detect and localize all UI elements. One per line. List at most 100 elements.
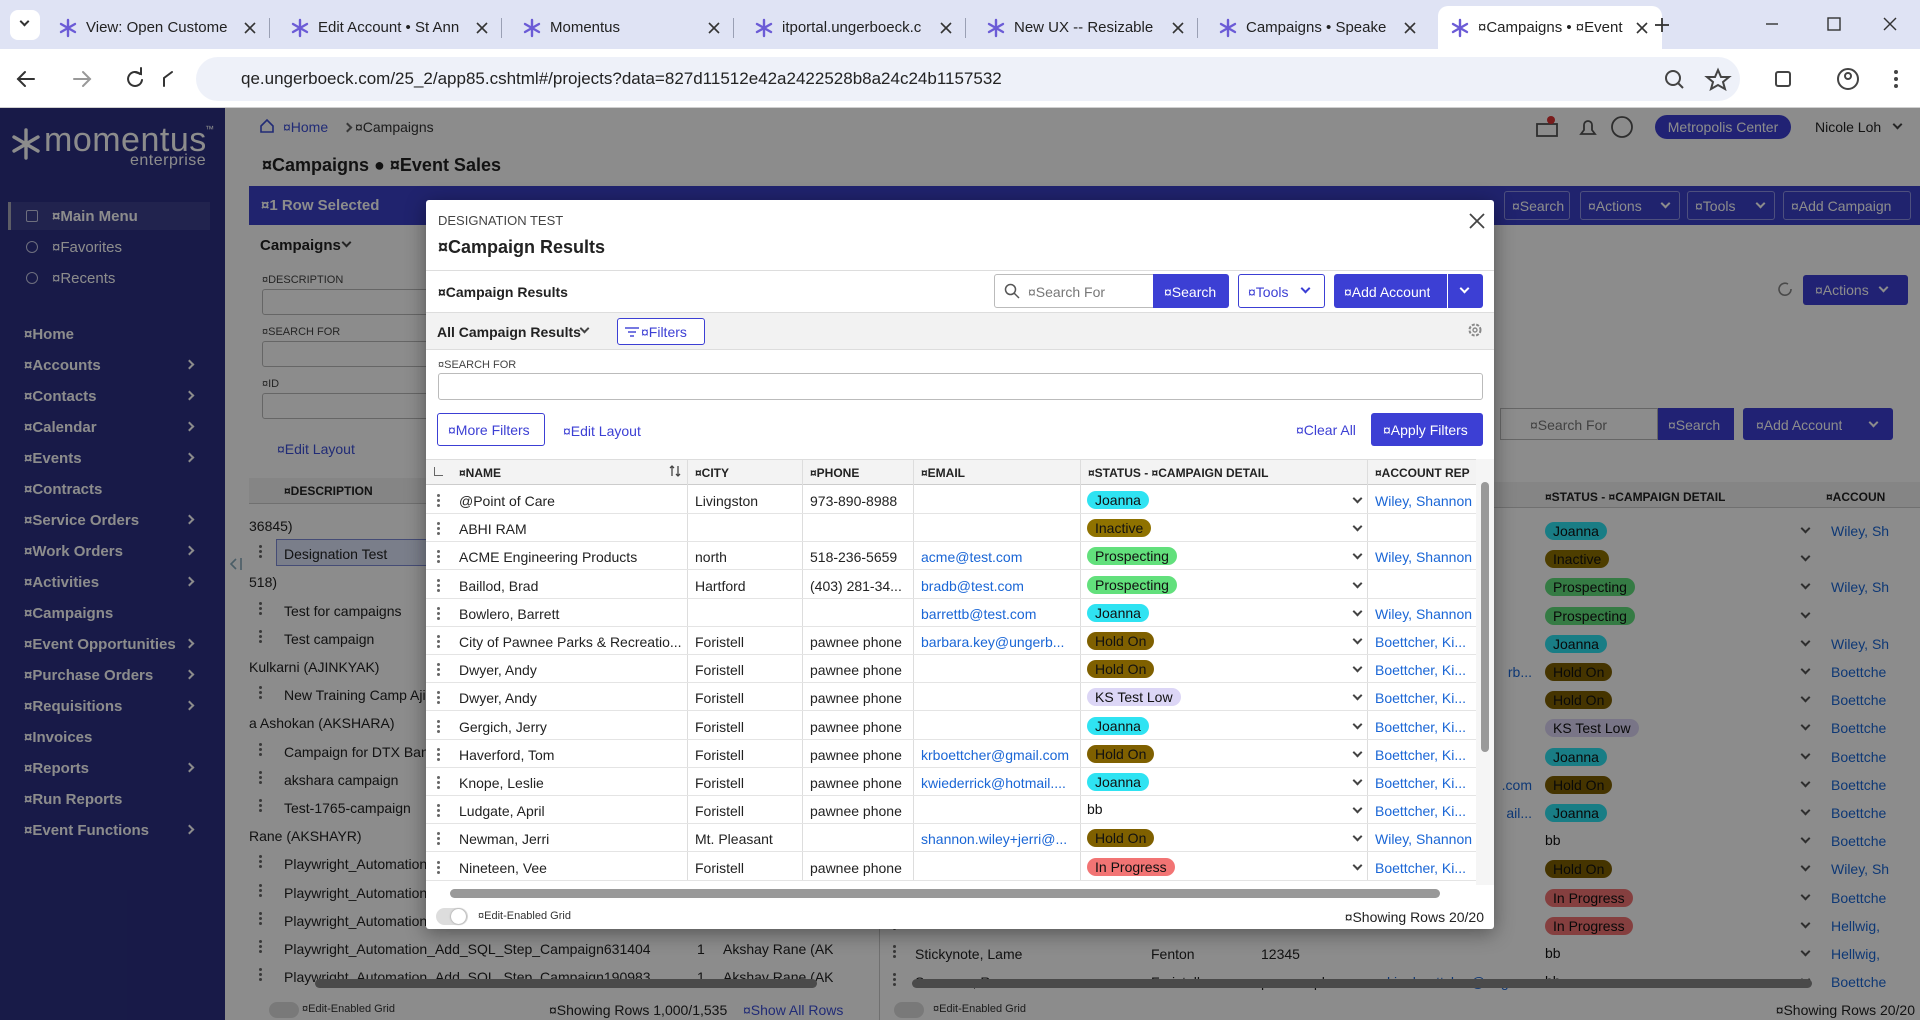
nav-item[interactable]: ¤Accounts [24, 357, 101, 374]
filter-input[interactable] [262, 393, 432, 419]
nav-item[interactable]: ¤Reports [24, 760, 90, 777]
quick-nav-item[interactable]: ¤Recents [52, 270, 116, 287]
nav-item[interactable]: ¤Contracts [24, 481, 103, 498]
right-grid-rep[interactable]: Wiley, Sh [1831, 635, 1890, 652]
quick-nav-item[interactable]: ¤Favorites [52, 239, 123, 256]
nav-item[interactable]: ¤Purchase Orders [24, 667, 154, 684]
cell-email[interactable]: kwiederrick@hotmail.... [921, 775, 1066, 791]
nav-item[interactable]: ¤Activities [24, 574, 100, 591]
right-search-button[interactable] [1658, 408, 1734, 440]
right-grid-rep[interactable]: Boettche [1831, 720, 1887, 737]
add-account-button[interactable] [1334, 274, 1447, 308]
right-search-input[interactable] [1500, 408, 1658, 440]
right-actions-button[interactable] [1803, 275, 1908, 305]
table-row[interactable] [426, 768, 1476, 796]
nav-item[interactable]: ¤Requisitions [24, 698, 123, 715]
nav-item[interactable]: ¤Campaigns [24, 605, 114, 622]
add-account-dropdown[interactable] [1448, 274, 1483, 308]
right-grid-rep[interactable]: Hellwig, [1831, 917, 1881, 934]
nav-item[interactable]: ¤Events [24, 450, 82, 467]
right-grid-rep[interactable]: Boettche [1831, 748, 1887, 765]
search-for-input[interactable] [438, 373, 1483, 400]
cell-rep[interactable]: Boettcher, Ki... [1375, 746, 1467, 763]
column-header[interactable]: ¤CITY [695, 466, 730, 480]
nav-item[interactable]: ¤Run Reports [24, 791, 123, 808]
cell-rep[interactable]: Boettcher, Ki... [1375, 718, 1467, 735]
right-grid-rep[interactable]: Boettche [1831, 776, 1887, 793]
nav-item[interactable]: ¤Home [24, 326, 75, 343]
table-row[interactable] [426, 740, 1476, 768]
cell-email[interactable]: bradb@test.com [921, 577, 1024, 594]
tab-search-button[interactable] [10, 10, 40, 40]
view-selector[interactable]: Campaigns [260, 237, 341, 254]
cell-email[interactable]: acme@test.com [921, 549, 1023, 566]
apply-filters-button[interactable] [1371, 413, 1483, 446]
browser-tab[interactable]: itportal.ungerboeck.c [742, 6, 966, 49]
browser-tab[interactable]: Momentus [510, 6, 734, 49]
table-row[interactable] [426, 599, 1476, 627]
browser-tab[interactable]: Edit Account • St Ann [278, 6, 502, 49]
cell-email[interactable]: barbara.key@ungerb... [921, 634, 1065, 650]
cell-email[interactable]: barrettb@test.com [921, 605, 1037, 622]
more-filters-button[interactable] [437, 413, 545, 446]
column-header[interactable]: ¤ACCOUNT REP [1375, 466, 1470, 480]
column-header[interactable]: ¤STATUS - ¤CAMPAIGN DETAIL [1088, 466, 1269, 480]
table-row[interactable] [426, 627, 1476, 655]
filter-input[interactable] [262, 289, 432, 315]
browser-tab[interactable]: New UX -- Resizable [974, 6, 1198, 49]
nav-item[interactable]: ¤Invoices [24, 729, 93, 746]
cell-rep[interactable]: Boettcher, Ki... [1375, 803, 1467, 820]
horizontal-scrollbar-thumb[interactable] [450, 889, 1440, 898]
table-row[interactable] [426, 514, 1476, 543]
left-footer-all[interactable]: ¤Show All Rows [743, 1002, 844, 1018]
right-grid-rep[interactable]: Wiley, Sh [1831, 523, 1890, 539]
cell-rep[interactable]: Wiley, Shannon [1375, 549, 1473, 566]
browser-tab[interactable]: ¤Campaigns • ¤Event [1438, 6, 1662, 49]
column-header[interactable]: ¤NAME [459, 466, 502, 480]
right-grid-rep[interactable]: Wiley, Sh [1831, 579, 1890, 596]
toolbar-button[interactable] [1580, 191, 1680, 220]
cell-rep[interactable]: Wiley, Shannon [1375, 493, 1473, 509]
table-row[interactable] [426, 542, 1476, 571]
right-add-button[interactable] [1743, 408, 1893, 440]
nav-item[interactable]: ¤Work Orders [24, 543, 123, 560]
table-row[interactable] [426, 824, 1476, 853]
right-grid-rep[interactable]: Wiley, Sh [1831, 861, 1890, 878]
vertical-scrollbar-thumb[interactable] [1481, 482, 1489, 752]
toolbar-button[interactable] [1504, 191, 1570, 220]
table-row[interactable] [426, 655, 1476, 684]
browser-tab[interactable]: View: Open Custome [46, 6, 270, 49]
cell-rep[interactable]: Boettcher, Ki... [1375, 859, 1467, 876]
nav-item[interactable]: ¤Event Functions [24, 822, 150, 839]
tools-button[interactable] [1238, 274, 1325, 308]
cell-rep[interactable]: Boettcher, Ki... [1375, 690, 1467, 707]
breadcrumb-item[interactable]: ¤Home [283, 119, 329, 135]
venue-pill[interactable] [1655, 115, 1791, 139]
right-scrollbar[interactable] [912, 979, 1812, 988]
search-button[interactable] [1153, 274, 1229, 308]
table-row[interactable] [426, 853, 1476, 881]
column-header[interactable]: ¤EMAIL [921, 466, 966, 480]
cell-rep[interactable]: Wiley, Shannon [1375, 831, 1473, 848]
nav-item[interactable]: ¤Service Orders [24, 512, 140, 529]
table-row[interactable] [426, 486, 1476, 514]
table-row[interactable] [426, 712, 1476, 740]
right-grid-rep[interactable]: Boettche [1831, 664, 1887, 680]
table-row[interactable] [426, 796, 1476, 825]
nav-item[interactable]: ¤Calendar [24, 419, 97, 436]
right-grid-rep[interactable]: Boettche [1831, 805, 1887, 821]
right-grid-rep[interactable]: Boettche [1831, 833, 1887, 850]
table-row[interactable] [426, 571, 1476, 599]
address-field[interactable] [196, 57, 1740, 101]
nav-item[interactable]: ¤Contacts [24, 388, 97, 405]
right-grid-rep[interactable]: Boettche [1831, 692, 1887, 709]
left-scrollbar[interactable] [315, 979, 817, 988]
nav-item[interactable]: ¤Event Opportunities [24, 636, 176, 653]
cell-rep[interactable]: Wiley, Shannon [1375, 605, 1473, 622]
view-selector[interactable]: All Campaign Results [437, 324, 581, 340]
user-name[interactable]: Nicole Loh [1815, 119, 1882, 135]
toolbar-button[interactable] [1687, 191, 1775, 220]
clear-all-link[interactable]: ¤Clear All [1296, 422, 1356, 438]
filter-input[interactable] [262, 341, 432, 367]
edit-layout-link[interactable]: ¤Edit Layout [563, 423, 641, 439]
